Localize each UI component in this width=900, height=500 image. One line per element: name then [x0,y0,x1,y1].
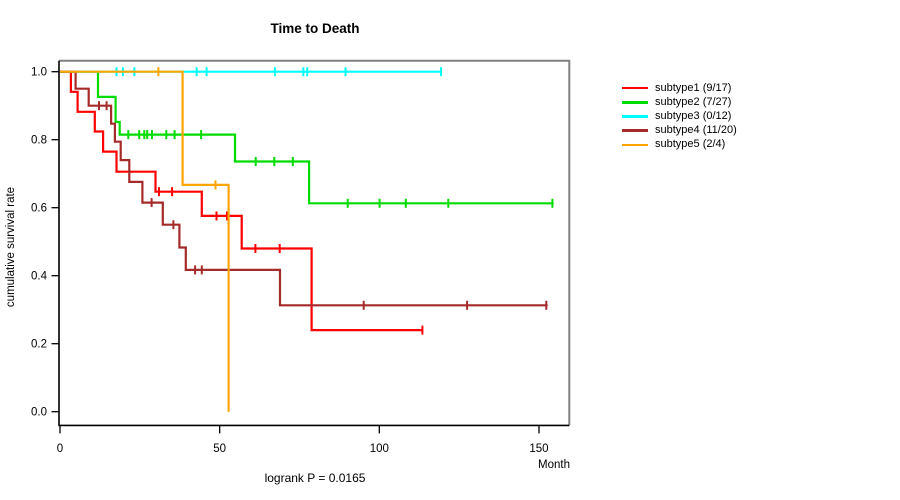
svg-text:100: 100 [370,443,389,455]
svg-text:1.0: 1.0 [31,67,47,79]
legend-label: subtype5 (2/4) [655,138,726,151]
chart-title: Time to Death [270,21,359,36]
plot-area: 1.0 0.8 0.6 0.4 0.2 0.0 0 50 100 150 [31,59,571,455]
legend-line-swatch-brown [622,129,648,132]
legend-label: subtype2 (7/27) [655,95,732,108]
svg-text:50: 50 [213,443,226,455]
legend-line-swatch-cyan [622,115,648,118]
legend-item-subtype2: subtype2 (7/27) [622,95,737,109]
logrank-annotation: logrank P = 0.0165 [265,471,366,485]
legend-item-subtype3: subtype3 (0/12) [622,109,737,123]
svg-text:0: 0 [57,443,63,455]
svg-text:0.4: 0.4 [31,271,48,283]
svg-text:0.2: 0.2 [31,339,47,351]
legend-item-subtype1: subtype1 (9/17) [622,81,737,95]
legend: subtype1 (9/17) subtype2 (7/27) subtype3… [622,81,737,152]
legend-label: subtype3 (0/12) [655,109,732,122]
legend-item-subtype4: subtype4 (11/20) [622,124,737,138]
svg-text:150: 150 [529,443,548,455]
svg-text:0.0: 0.0 [31,407,47,419]
y-axis-label: cumulative survival rate [5,187,17,307]
legend-item-subtype5: subtype5 (2/4) [622,138,737,152]
legend-line-swatch-red [622,86,648,90]
legend-label: subtype4 (11/20) [655,124,737,137]
svg-text:0.8: 0.8 [31,135,47,147]
legend-line-swatch-orange [622,143,648,147]
svg-text:0.6: 0.6 [31,203,47,215]
x-axis-label: Month [538,459,570,471]
legend-line-swatch-green [622,100,648,104]
legend-label: subtype1 (9/17) [655,81,732,94]
